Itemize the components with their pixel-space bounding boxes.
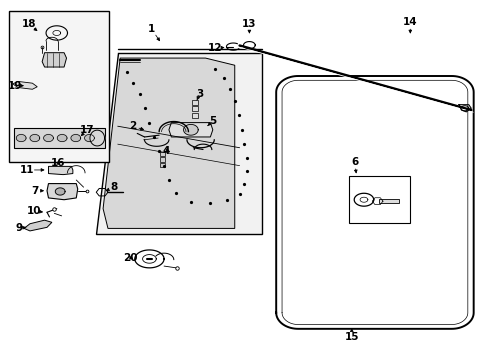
Polygon shape xyxy=(13,81,37,89)
Text: 10: 10 xyxy=(26,206,41,216)
Bar xyxy=(192,107,198,111)
Text: 14: 14 xyxy=(402,17,417,27)
Text: 20: 20 xyxy=(122,253,137,263)
Bar xyxy=(192,100,198,105)
Text: 19: 19 xyxy=(8,81,22,91)
Polygon shape xyxy=(103,58,234,228)
Polygon shape xyxy=(57,134,67,141)
Bar xyxy=(160,152,164,156)
Text: 17: 17 xyxy=(80,125,95,135)
Bar xyxy=(348,176,409,223)
Polygon shape xyxy=(168,123,212,137)
Text: 4: 4 xyxy=(163,146,170,156)
Bar xyxy=(9,12,109,162)
Polygon shape xyxy=(96,53,261,234)
Text: 11: 11 xyxy=(20,165,35,175)
Text: 5: 5 xyxy=(209,116,216,126)
Polygon shape xyxy=(84,134,94,141)
Text: 7: 7 xyxy=(31,186,39,196)
Text: 18: 18 xyxy=(21,19,36,29)
Text: 12: 12 xyxy=(207,43,222,53)
Bar xyxy=(160,163,164,167)
Polygon shape xyxy=(48,166,73,175)
Text: 16: 16 xyxy=(51,158,65,168)
Polygon shape xyxy=(42,53,66,67)
Text: 6: 6 xyxy=(350,157,358,167)
Polygon shape xyxy=(71,134,81,141)
Polygon shape xyxy=(47,184,78,200)
Polygon shape xyxy=(55,188,65,195)
Polygon shape xyxy=(90,130,104,146)
Polygon shape xyxy=(24,220,52,231)
Text: 13: 13 xyxy=(242,19,256,29)
Polygon shape xyxy=(16,134,26,141)
Text: 3: 3 xyxy=(196,89,203,99)
Text: 15: 15 xyxy=(344,332,358,342)
Bar xyxy=(14,128,104,148)
Polygon shape xyxy=(43,134,53,141)
Polygon shape xyxy=(183,125,198,135)
Text: 8: 8 xyxy=(110,182,117,192)
Text: 2: 2 xyxy=(128,121,136,131)
Text: 9: 9 xyxy=(16,224,23,233)
Bar xyxy=(160,157,164,162)
Bar xyxy=(378,199,398,203)
Bar xyxy=(192,113,198,118)
Polygon shape xyxy=(30,134,40,141)
Text: 1: 1 xyxy=(148,24,155,35)
